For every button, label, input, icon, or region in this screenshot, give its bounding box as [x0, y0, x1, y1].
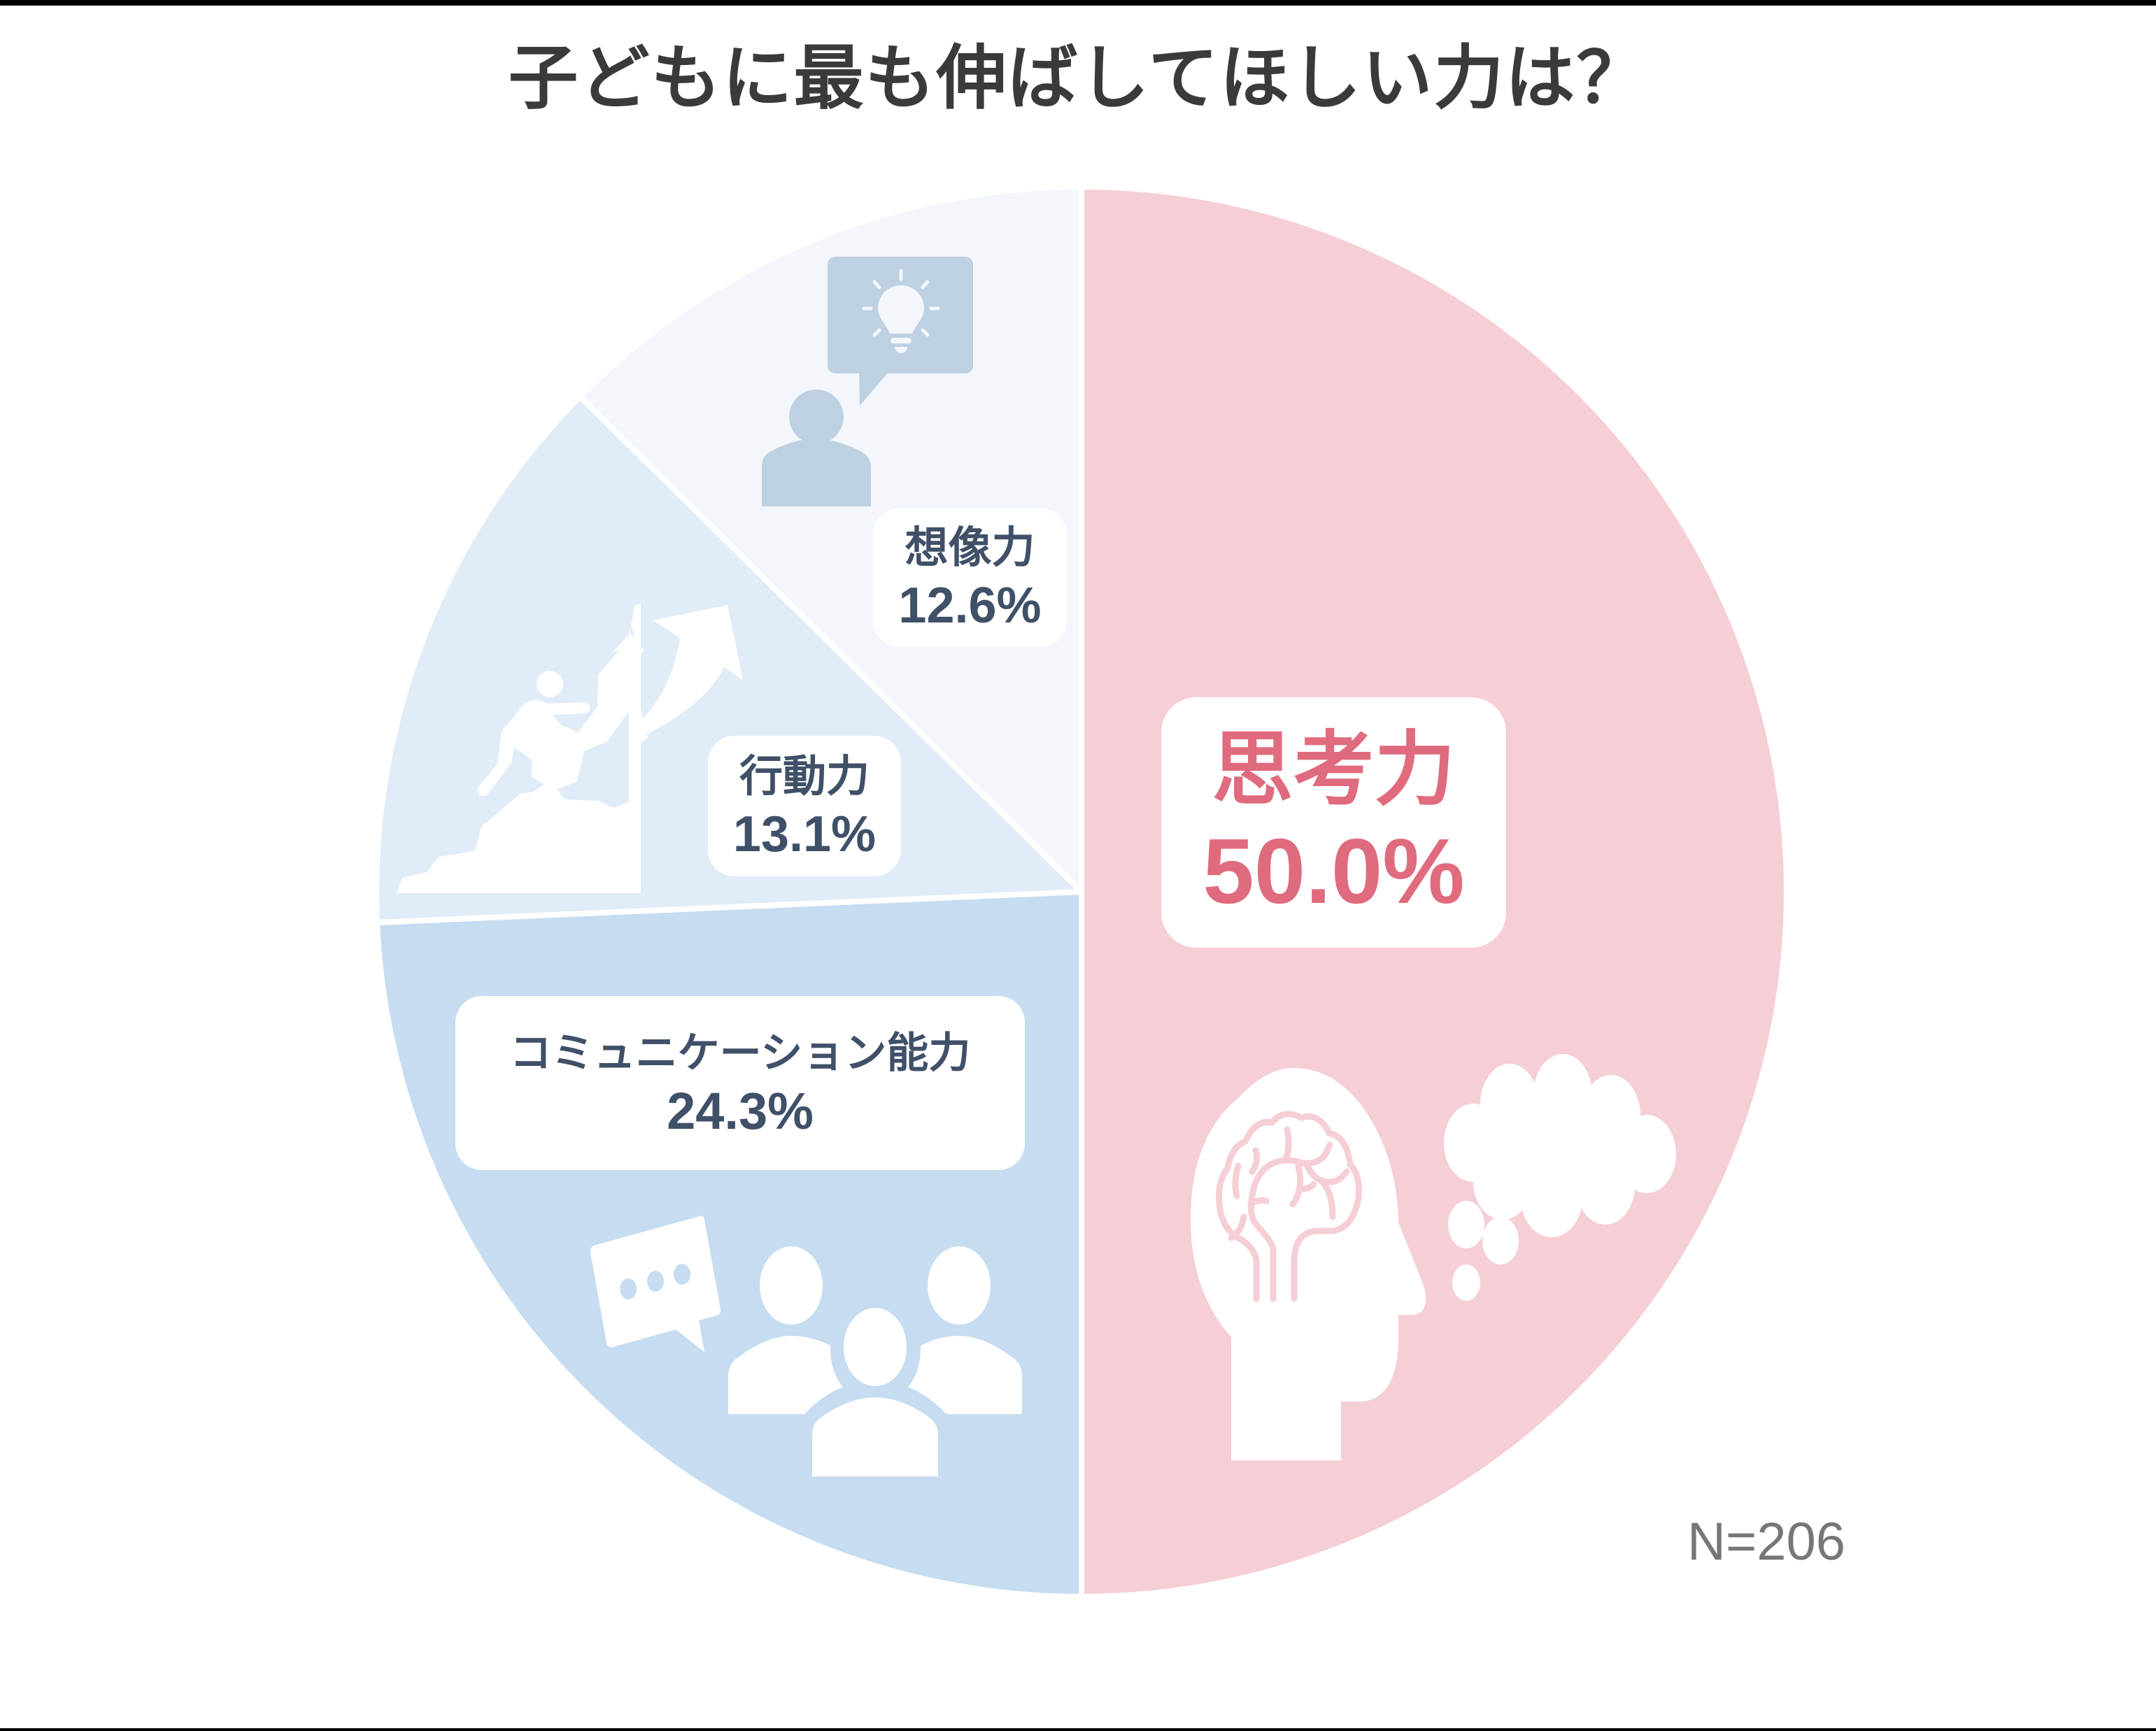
top-border	[0, 0, 2156, 6]
label-action-pct: 13.1%	[732, 806, 877, 862]
group-chat-icon	[590, 1216, 1022, 1476]
sample-size-label: N=206	[1687, 1512, 1846, 1572]
chart-title: 子どもに最も伸ばしてほしい力は？	[508, 37, 1648, 119]
label-imagination-pct: 12.6%	[898, 578, 1042, 634]
person-lightbulb-icon	[762, 257, 973, 506]
label-imagination-name: 想像力	[905, 522, 1035, 573]
label-action-name: 行動力	[739, 750, 870, 802]
label-imagination: 想像力 12.6%	[873, 508, 1067, 647]
label-communication-name: コミュニケーション能力	[509, 1028, 971, 1078]
label-thinking-name: 思考力	[1212, 722, 1456, 817]
bottom-border	[0, 1728, 2156, 1731]
brain-head-thought-icon	[1190, 1054, 1676, 1460]
label-communication-pct: 24.3%	[667, 1081, 814, 1140]
label-thinking-pct: 50.0%	[1203, 820, 1465, 923]
label-thinking: 思考力 50.0%	[1161, 697, 1506, 948]
climber-arrow-icon	[397, 604, 743, 893]
label-action: 行動力 13.1%	[708, 736, 901, 876]
label-communication: コミュニケーション能力 24.3%	[455, 996, 1025, 1170]
